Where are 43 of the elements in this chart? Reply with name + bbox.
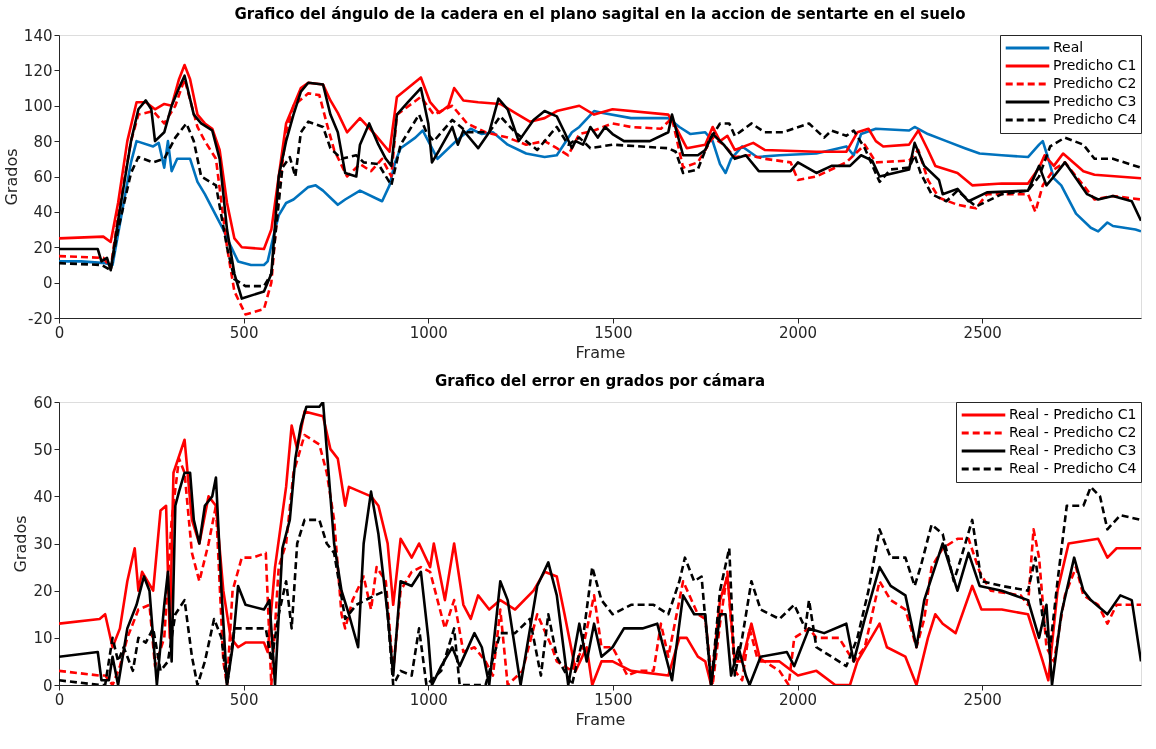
y-tick-label: 140: [23, 26, 53, 45]
legend-label: Real - Predicho C2: [1009, 424, 1137, 440]
x-axis-title: Frame: [575, 709, 626, 729]
y-tick-label: 100: [23, 97, 53, 116]
y-tick-label: 0: [42, 676, 53, 695]
y-tick-label: 40: [33, 487, 53, 506]
legend-label: Predicho C3: [1053, 93, 1137, 109]
legend-label: Real - Predicho C1: [1009, 406, 1137, 422]
legend-label: Real - Predicho C3: [1009, 442, 1137, 458]
chart-title: Grafico del ángulo de la cadera en el plano sagital en la accion de sentarte en el suelo: [234, 5, 966, 23]
y-axis-title: Grados: [11, 515, 31, 573]
legend-label: Predicho C2: [1053, 75, 1137, 91]
x-tick-label: 500: [229, 690, 259, 709]
x-tick-label: 1000: [409, 690, 448, 709]
y-tick-label: 60: [33, 168, 53, 186]
x-tick-label: 500: [229, 323, 259, 342]
legend-label: Real - Predicho C4: [1009, 460, 1137, 476]
y-tick-label: 20: [33, 238, 53, 257]
x-tick-label: 1500: [594, 690, 633, 709]
x-tick-label: 2500: [963, 323, 1002, 342]
y-tick-label: 50: [33, 440, 53, 459]
x-tick-label: 2500: [963, 690, 1002, 709]
y-tick-label: -20: [28, 309, 53, 328]
y-tick-label: 60: [33, 393, 53, 412]
x-tick-label: 2000: [778, 690, 818, 709]
x-tick-label: 1000: [409, 323, 448, 342]
legend-label: Predicho C1: [1053, 57, 1137, 73]
y-tick-label: 10: [33, 629, 53, 648]
x-tick-label: 0: [54, 323, 65, 342]
y-tick-label: 20: [33, 582, 53, 601]
chart-title: Grafico del error en grados por cámara: [434, 372, 766, 390]
y-tick-label: 120: [23, 61, 53, 80]
x-tick-label: 0: [54, 690, 65, 709]
y-tick-label: 80: [33, 132, 53, 151]
y-axis-title: Grados: [1, 148, 21, 206]
y-tick-label: 0: [42, 274, 53, 293]
legend-label: Real: [1053, 39, 1084, 55]
y-tick-label: 30: [33, 535, 53, 553]
x-tick-label: 1500: [594, 323, 633, 342]
legend-label: Predicho C4: [1053, 111, 1137, 127]
y-tick-label: 40: [33, 203, 53, 222]
x-axis-title: Frame: [575, 342, 626, 362]
x-tick-label: 2000: [778, 323, 818, 342]
